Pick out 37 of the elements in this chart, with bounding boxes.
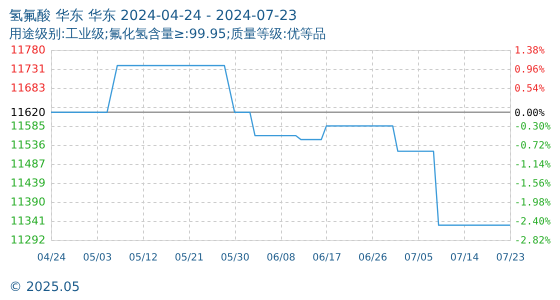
y-tick-label: 11341 — [10, 214, 46, 228]
y-tick-label: 11620 — [10, 106, 46, 119]
y2-tick-label: -2.82% — [514, 236, 551, 246]
y2-tick-label: -0.30% — [514, 122, 551, 132]
y-tick-label: 11536 — [10, 138, 46, 152]
x-tick-label: 07/05 — [404, 252, 434, 264]
y-tick-label: 11731 — [10, 62, 46, 76]
x-tick-label: 05/12 — [128, 252, 158, 264]
chart-title: 氢氟酸 华东 华东 2024-04-24 - 2024-07-23 — [9, 8, 298, 24]
x-tick-label: 06/08 — [266, 252, 296, 264]
x-tick-label: 04/24 — [37, 252, 66, 264]
y2-tick-label: -1.14% — [514, 160, 551, 170]
y2-tick-label: -1.56% — [514, 178, 551, 190]
y2-tick-label: 0.96% — [514, 64, 545, 76]
text: © 2025.05 — [9, 280, 80, 295]
y-tick-label: 11487 — [10, 158, 46, 171]
x-tick-label: 06/26 — [358, 252, 388, 264]
chart-subtitle: 用途级别:工业级;氟化氢含量≥:99.95;质量等级:优等品 — [9, 27, 326, 42]
y2-tick-label: 0.54% — [514, 84, 545, 94]
x-tick-label: 05/30 — [220, 252, 250, 264]
y-tick-label: 11292 — [10, 234, 46, 246]
y-tick-label: 11683 — [10, 81, 46, 94]
y2-tick-label: -2.40% — [514, 216, 551, 228]
y2-tick-label: -0.72% — [514, 140, 551, 152]
y2-tick-label: 0.00% — [514, 108, 545, 119]
line-series — [50, 64, 511, 226]
y-tick-label: 11390 — [10, 195, 46, 208]
x-tick-label: 07/23 — [496, 252, 525, 264]
x-tick-label: 05/03 — [82, 252, 112, 264]
y-tick-label: 11585 — [10, 119, 46, 132]
x-tick-label: 05/21 — [174, 252, 204, 264]
x-tick-label: 06/17 — [312, 252, 342, 264]
y-tick-label: 11439 — [10, 176, 46, 190]
y-tick-label: 11780 — [10, 44, 46, 56]
y2-tick-label: -1.98% — [514, 198, 551, 208]
x-tick-label: 07/14 — [450, 252, 480, 264]
y2-tick-label: 1.38% — [514, 46, 545, 56]
